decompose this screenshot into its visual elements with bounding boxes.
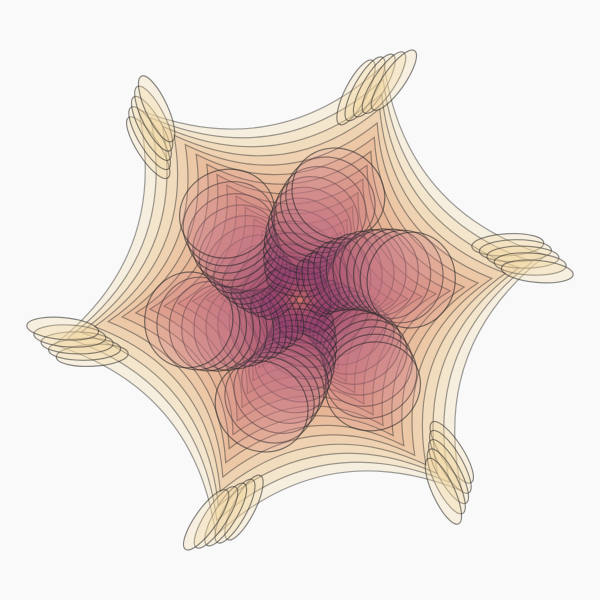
tip-loop — [204, 482, 248, 547]
petal-loops-group — [144, 147, 456, 453]
tip-loop — [193, 486, 239, 549]
tip-loop — [33, 324, 107, 348]
petal-loop — [324, 333, 418, 420]
petal-loop — [295, 259, 332, 317]
tip-loop — [352, 53, 396, 118]
web-layer — [176, 191, 424, 409]
tip-loop — [429, 429, 472, 494]
tip-loop — [130, 95, 172, 161]
petal-loop — [291, 147, 386, 240]
tip-loop — [478, 239, 552, 263]
petal-loop — [249, 287, 293, 354]
tip-loop — [370, 49, 418, 111]
tip-loop — [424, 457, 463, 525]
petal-loop — [224, 355, 315, 444]
tip-loop — [137, 75, 176, 143]
petal-loop — [359, 229, 444, 324]
web-layer — [120, 136, 480, 464]
petal-loop — [324, 341, 422, 432]
web-layers-group — [52, 63, 548, 537]
petal-loop — [178, 168, 276, 259]
tip-loop — [134, 85, 174, 152]
web-layer — [148, 164, 452, 436]
web-layer — [93, 107, 507, 493]
tip-loop — [48, 337, 122, 361]
tip-loop — [128, 106, 171, 171]
tip-loop — [344, 56, 386, 122]
petal-loop — [182, 180, 276, 267]
web-layer — [205, 217, 395, 383]
tip-loop — [182, 489, 230, 551]
petal-loop — [144, 271, 234, 369]
petal-loop — [156, 276, 241, 371]
petal-loop — [307, 246, 351, 313]
petal-loop — [270, 313, 337, 357]
web-layer — [106, 121, 494, 479]
petal-loop — [285, 156, 376, 245]
tip-loop — [428, 439, 470, 505]
tip-loop — [493, 252, 567, 276]
tip-loop — [40, 331, 114, 355]
tip-loop — [486, 245, 560, 269]
petal-loop — [263, 243, 330, 287]
petal-loop — [346, 228, 419, 316]
tip-loop — [426, 448, 466, 515]
tip-loop — [214, 478, 256, 544]
tip-loop — [361, 51, 407, 114]
web-layer — [66, 78, 534, 522]
petal-loop — [214, 360, 309, 453]
petal-loop — [366, 231, 456, 329]
web-layer — [233, 241, 367, 359]
tip-loops-group — [26, 49, 574, 551]
tip-loop — [26, 316, 100, 341]
petal-loop — [352, 228, 432, 320]
tip-loop — [500, 259, 574, 284]
